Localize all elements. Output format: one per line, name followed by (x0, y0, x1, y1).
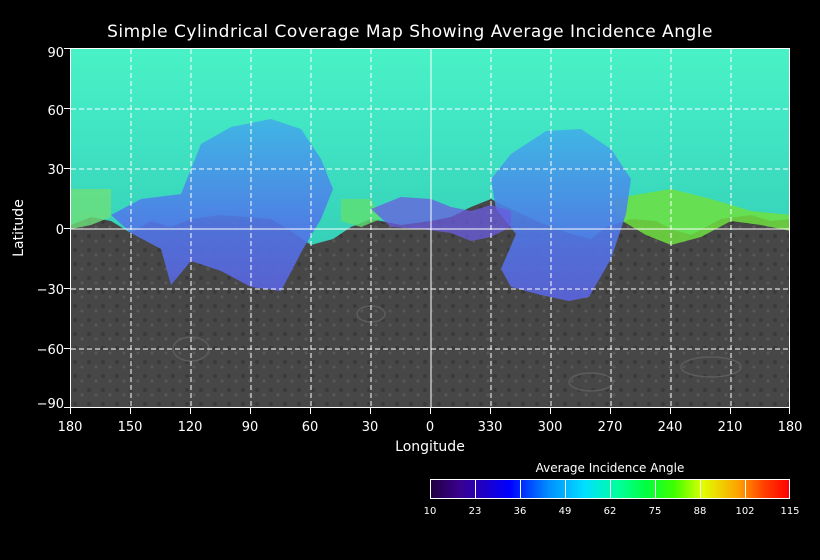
colorbar-divider (700, 479, 701, 499)
y-tick-label: 60 (47, 104, 64, 119)
coverage-map (70, 48, 790, 408)
y-tick-label: −60 (36, 343, 64, 358)
y-tick-label: 30 (47, 163, 64, 178)
y-tick-label: 0 (55, 223, 64, 238)
colorbar-tick-label: 36 (513, 506, 527, 517)
x-tick-label: 30 (361, 420, 379, 435)
colorbar-divider (610, 479, 611, 499)
x-tick-label: 60 (301, 420, 319, 435)
y-tick-mark (64, 108, 70, 109)
colorbar-tick-label: 10 (423, 506, 437, 517)
colorbar-divider (565, 479, 566, 499)
colorbar-divider (475, 479, 476, 499)
x-tick-label: 270 (597, 420, 623, 435)
colorbar-tick-label: 49 (558, 506, 572, 517)
coverage-lobe-west (111, 119, 333, 291)
x-tick-mark (490, 408, 491, 414)
x-tick-label: 180 (57, 420, 83, 435)
colorbar-tick-label: 88 (693, 506, 707, 517)
y-tick-mark (64, 168, 70, 169)
colorbar-tick-label: 102 (735, 506, 755, 517)
x-tick-label: 180 (777, 420, 803, 435)
x-tick-mark (370, 408, 371, 414)
y-tick-label: 90 (47, 46, 64, 61)
x-tick-mark (730, 408, 731, 414)
x-tick-mark (789, 408, 790, 414)
y-axis-label: Latitude (11, 199, 27, 257)
x-tick-label: 0 (425, 420, 435, 435)
colorbar-tick-label: 75 (648, 506, 662, 517)
x-tick-mark (130, 408, 131, 414)
x-axis-label: Longitude (395, 439, 465, 455)
y-tick-mark (64, 228, 70, 229)
map-grid-major (71, 49, 789, 407)
x-tick-label: 210 (717, 420, 743, 435)
x-tick-mark (70, 408, 71, 414)
y-tick-label: −30 (36, 283, 64, 298)
colorbar-divider (520, 479, 521, 499)
y-tick-mark (64, 48, 70, 49)
y-tick-mark (64, 288, 70, 289)
x-tick-label: 150 (117, 420, 143, 435)
x-tick-label: 120 (177, 420, 203, 435)
colorbar-title: Average Incidence Angle (535, 461, 685, 475)
x-tick-mark (670, 408, 671, 414)
colorbar-divider (745, 479, 746, 499)
x-tick-mark (550, 408, 551, 414)
y-tick-mark (64, 348, 70, 349)
y-tick-mark (64, 407, 70, 408)
x-tick-label: 330 (477, 420, 503, 435)
x-tick-mark (610, 408, 611, 414)
x-tick-mark (250, 408, 251, 414)
colorbar-tick-label: 23 (468, 506, 482, 517)
x-tick-label: 300 (537, 420, 563, 435)
x-tick-mark (310, 408, 311, 414)
coverage-green-band-east (611, 189, 789, 245)
colorbar-divider (655, 479, 656, 499)
x-tick-label: 90 (241, 420, 259, 435)
colorbar-tick-label: 62 (603, 506, 617, 517)
coverage-band-equator (371, 197, 511, 241)
x-tick-label: 240 (657, 420, 683, 435)
x-tick-mark (190, 408, 191, 414)
x-tick-mark (430, 408, 431, 414)
map-title: Simple Cylindrical Coverage Map Showing … (107, 22, 713, 42)
y-tick-label: −90 (36, 397, 64, 412)
coverage-green-band-west (71, 189, 111, 229)
coverage-lobe-east (491, 129, 631, 301)
colorbar-tick-label: 115 (780, 506, 800, 517)
coverage-map-svg (71, 49, 789, 407)
